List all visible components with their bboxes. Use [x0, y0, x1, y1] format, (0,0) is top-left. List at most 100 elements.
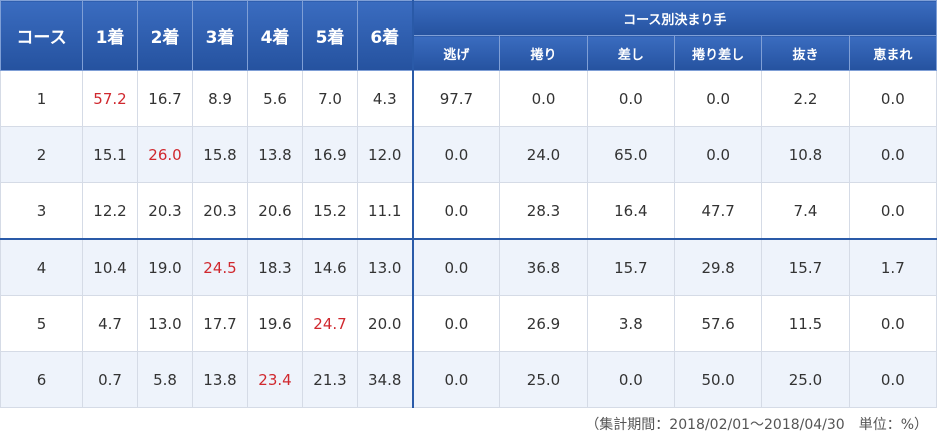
header-cell: 6着: [357, 0, 414, 71]
kimarite-cell: 10.8: [761, 126, 850, 183]
header-row: コース 1着 2着 3着 4着 5着 6着 コース別決まり手: [0, 0, 937, 71]
kimarite-cell: 7.4: [761, 182, 850, 240]
finish-cell: 17.7: [192, 295, 248, 352]
kimarite-cell: 0.0: [673, 126, 763, 183]
kimarite-cell: 26.9: [499, 295, 588, 352]
finish-cell: 5.6: [247, 70, 303, 127]
finish-cell: 10.4: [82, 238, 138, 296]
finish-cell: 24.5: [192, 238, 248, 296]
kimarite-cell: 25.0: [761, 351, 850, 408]
header-cell: 差し: [586, 35, 675, 71]
finish-cell: 5.8: [137, 351, 193, 408]
kimarite-cell: 57.6: [673, 295, 763, 352]
kimarite-cell: 97.7: [411, 70, 501, 127]
table-row: 4 10.4 19.0 24.5 18.3 14.6 13.0 0.0 36.8 15.7 29.8…: [0, 238, 938, 296]
finish-cell: 19.0: [137, 238, 193, 296]
kimarite-cell: 47.7: [673, 182, 763, 240]
table-body: 1 57.2 16.7 8.9 5.6 7.0 4.3 97.7 0.0 0.0 0.0 2.2 0.0…: [0, 70, 938, 408]
kimarite-cell: 0.0: [848, 182, 938, 240]
header-cell: 抜き: [761, 35, 850, 71]
kimarite-cell: 0.0: [499, 70, 588, 127]
finish-cell: 20.6: [247, 182, 303, 240]
header-cell: 2着: [137, 0, 193, 71]
finish-cell: 16.7: [137, 70, 193, 127]
table-row: 2 15.1 26.0 15.8 13.8 16.9 12.0 0.0 24.0 65.0 0.0 1…: [0, 126, 938, 183]
kimarite-cell: 0.0: [411, 238, 501, 296]
kimarite-cell: 15.7: [586, 238, 675, 296]
finish-cell: 18.3: [247, 238, 303, 296]
stats-table: コース 1着 2着 3着 4着 5着 6着 コース別決まり手 逃げ 捲り 差し 捲り差し 抜き 恵まれ…: [0, 0, 938, 408]
kimarite-cell: 0.0: [673, 70, 763, 127]
finish-cell: 14.6: [302, 238, 358, 296]
finish-cell: 21.3: [302, 351, 358, 408]
course-cell: 6: [0, 351, 83, 408]
finish-cell: 4.7: [82, 295, 138, 352]
kimarite-cell: 25.0: [499, 351, 588, 408]
finish-cell: 34.8: [357, 351, 414, 408]
kimarite-cell: 0.0: [848, 126, 938, 183]
group-header: コース別決まり手: [412, 0, 937, 36]
kimarite-cell: 0.0: [411, 182, 501, 240]
header-cell: 捲り差し: [673, 35, 763, 71]
finish-cell: 0.7: [82, 351, 138, 408]
kimarite-cell: 16.4: [586, 182, 675, 240]
course-cell: 5: [0, 295, 83, 352]
header-cell: コース: [0, 0, 83, 71]
kimarite-cell: 29.8: [673, 238, 763, 296]
header-cell: 5着: [302, 0, 358, 71]
kimarite-cell: 0.0: [848, 70, 938, 127]
finish-cell: 57.2: [82, 70, 138, 127]
finish-cell: 20.3: [137, 182, 193, 240]
kimarite-cell: 24.0: [499, 126, 588, 183]
finish-cell: 15.1: [82, 126, 138, 183]
table-row: 1 57.2 16.7 8.9 5.6 7.0 4.3 97.7 0.0 0.0 0.0 2.2 0.0: [0, 70, 938, 127]
table-row: 5 4.7 13.0 17.7 19.6 24.7 20.0 0.0 26.9 3.8 57.6 11…: [0, 295, 938, 352]
course-cell: 1: [0, 70, 83, 127]
finish-cell: 8.9: [192, 70, 248, 127]
kimarite-cell: 0.0: [586, 351, 675, 408]
finish-cell: 13.0: [357, 238, 414, 296]
finish-cell: 15.2: [302, 182, 358, 240]
kimarite-cell: 1.7: [848, 238, 938, 296]
kimarite-cell: 0.0: [411, 295, 501, 352]
finish-cell: 16.9: [302, 126, 358, 183]
header-cell: 1着: [82, 0, 138, 71]
kimarite-cell: 0.0: [848, 295, 938, 352]
finish-cell: 4.3: [357, 70, 414, 127]
kimarite-cell: 0.0: [586, 70, 675, 127]
finish-cell: 20.3: [192, 182, 248, 240]
header-cell: 恵まれ: [848, 35, 938, 71]
finish-cell: 13.8: [247, 126, 303, 183]
table-row: 6 0.7 5.8 13.8 23.4 21.3 34.8 0.0 25.0 0.0 50.0 25.…: [0, 351, 938, 408]
course-cell: 4: [0, 238, 83, 296]
kimarite-cell: 15.7: [761, 238, 850, 296]
kimarite-cell: 50.0: [673, 351, 763, 408]
header-cell: 4着: [247, 0, 303, 71]
kimarite-cell: 65.0: [586, 126, 675, 183]
course-cell: 3: [0, 182, 83, 240]
kimarite-cell: 0.0: [848, 351, 938, 408]
footnote: （集計期間：2018/02/01～2018/04/30 単位：%）: [585, 417, 928, 433]
finish-cell: 12.0: [357, 126, 414, 183]
finish-cell: 20.0: [357, 295, 414, 352]
header-row: 逃げ 捲り 差し 捲り差し 抜き 恵まれ: [1, 35, 938, 71]
kimarite-cell: 2.2: [761, 70, 850, 127]
finish-cell: 11.1: [357, 182, 414, 240]
kimarite-cell: 0.0: [411, 126, 501, 183]
kimarite-cell: 36.8: [499, 238, 588, 296]
finish-cell: 13.0: [137, 295, 193, 352]
finish-cell: 26.0: [137, 126, 193, 183]
finish-cell: 12.2: [82, 182, 138, 240]
kimarite-cell: 0.0: [411, 351, 501, 408]
course-cell: 2: [0, 126, 83, 183]
header-cell: 逃げ: [411, 35, 501, 71]
table-row: 3 12.2 20.3 20.3 20.6 15.2 11.1 0.0 28.3 16.4 47.7…: [0, 182, 938, 240]
finish-cell: 24.7: [302, 295, 358, 352]
kimarite-cell: 3.8: [586, 295, 675, 352]
header-cell: 捲り: [499, 35, 588, 71]
finish-cell: 19.6: [247, 295, 303, 352]
kimarite-cell: 28.3: [499, 182, 588, 240]
kimarite-cell: 11.5: [761, 295, 850, 352]
finish-cell: 13.8: [192, 351, 248, 408]
